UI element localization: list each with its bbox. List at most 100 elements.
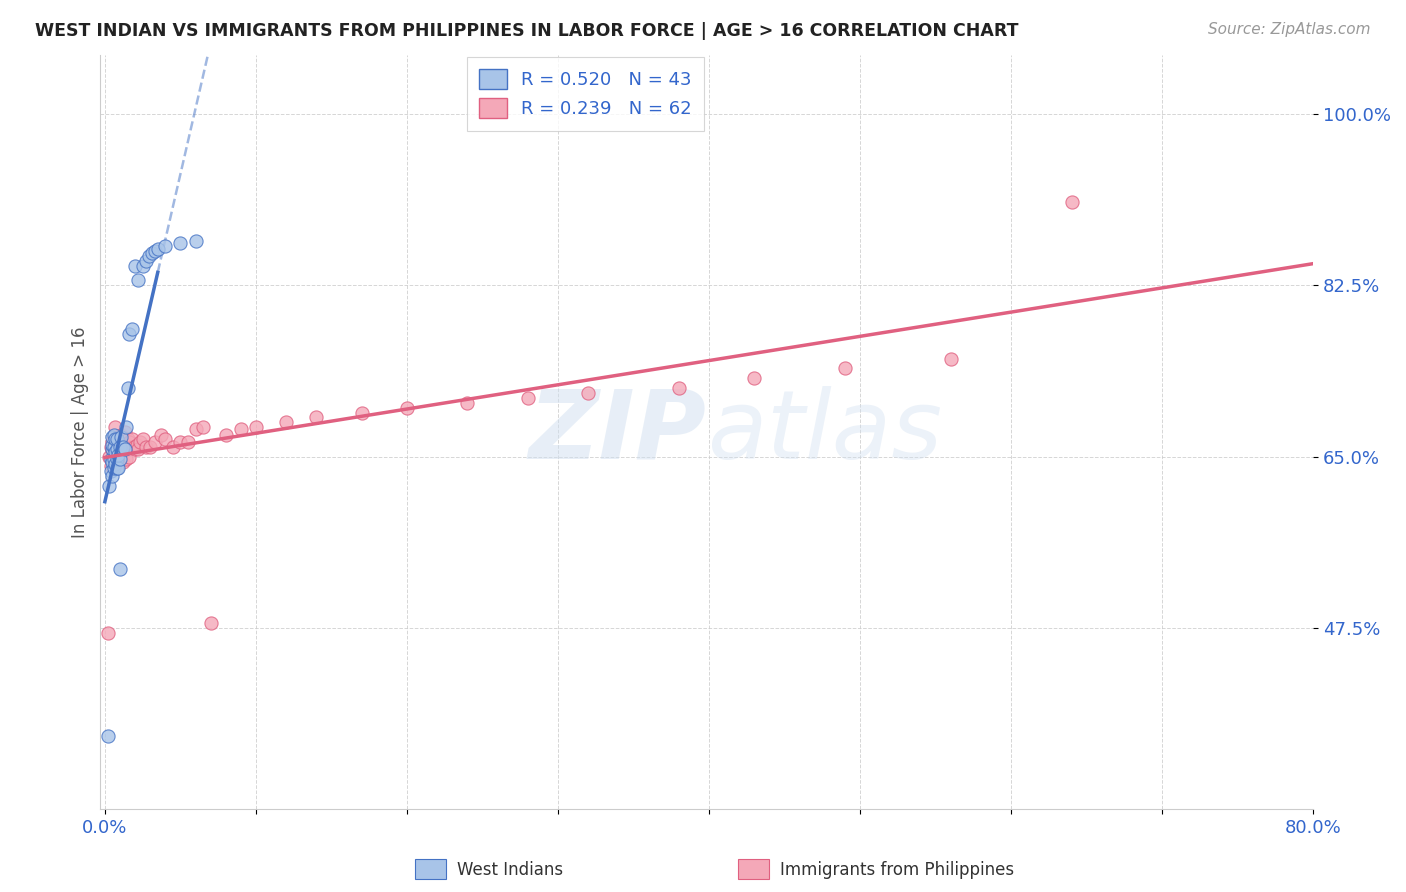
Point: [141, 246, 163, 260]
Point: [143, 434, 166, 449]
Point: [191, 420, 214, 434]
Point: [104, 420, 127, 434]
Point: [103, 428, 125, 442]
Point: [108, 432, 131, 446]
Point: [149, 428, 172, 442]
Point: [105, 432, 128, 446]
Point: [114, 425, 136, 439]
Point: [114, 434, 136, 449]
Text: WEST INDIAN VS IMMIGRANTS FROM PHILIPPINES IN LABOR FORCE | AGE > 16 CORRELATION: WEST INDIAN VS IMMIGRANTS FROM PHILIPPIN…: [35, 22, 1019, 40]
Point: [108, 444, 131, 458]
Point: [162, 440, 184, 454]
Point: [131, 432, 153, 446]
Point: [395, 401, 418, 415]
Point: [110, 428, 132, 442]
Point: [169, 434, 191, 449]
Point: [101, 434, 124, 449]
Point: [744, 371, 766, 385]
Point: [108, 451, 131, 466]
Y-axis label: In Labor Force | Age > 16: In Labor Force | Age > 16: [72, 326, 89, 538]
Point: [121, 322, 143, 336]
Point: [105, 430, 128, 444]
Text: Source: ZipAtlas.com: Source: ZipAtlas.com: [1208, 22, 1371, 37]
Point: [276, 415, 298, 429]
Point: [111, 440, 134, 454]
Point: [229, 422, 252, 436]
Point: [118, 327, 141, 342]
Point: [105, 461, 128, 475]
Point: [107, 461, 129, 475]
Point: [135, 253, 157, 268]
Point: [127, 442, 149, 456]
Point: [111, 440, 134, 454]
Point: [184, 234, 207, 248]
Point: [108, 562, 131, 576]
Point: [115, 420, 138, 434]
Point: [103, 442, 125, 456]
Point: [128, 434, 150, 449]
Point: [101, 442, 124, 456]
Point: [120, 440, 142, 454]
Point: [104, 458, 127, 472]
Point: [100, 464, 122, 478]
Point: [118, 450, 141, 464]
Point: [305, 410, 328, 425]
Point: [114, 442, 136, 456]
Point: [215, 428, 238, 442]
Point: [155, 432, 177, 446]
Point: [100, 451, 122, 466]
Point: [124, 259, 146, 273]
Point: [125, 438, 148, 452]
Point: [834, 361, 856, 376]
Point: [97, 729, 120, 743]
Point: [98, 479, 121, 493]
Point: [105, 442, 128, 456]
Point: [135, 440, 157, 454]
Point: [456, 396, 478, 410]
Point: [98, 450, 121, 464]
Point: [668, 381, 690, 395]
Point: [103, 461, 125, 475]
Point: [939, 351, 962, 366]
Point: [122, 440, 145, 454]
Text: atlas: atlas: [707, 385, 942, 479]
Point: [101, 438, 124, 452]
Text: Immigrants from Philippines: Immigrants from Philippines: [780, 861, 1015, 879]
Point: [107, 448, 129, 462]
Point: [103, 440, 125, 454]
Point: [1060, 194, 1083, 209]
Point: [101, 442, 124, 456]
Text: ZIP: ZIP: [529, 385, 707, 479]
Point: [115, 440, 138, 454]
Point: [245, 420, 267, 434]
Point: [101, 454, 124, 468]
Point: [139, 440, 162, 454]
Legend: R = 0.520   N = 43, R = 0.239   N = 62: R = 0.520 N = 43, R = 0.239 N = 62: [467, 56, 704, 131]
Point: [100, 459, 122, 474]
Point: [110, 430, 132, 444]
Point: [104, 444, 127, 458]
Point: [108, 440, 131, 454]
Point: [111, 454, 134, 468]
Point: [169, 236, 191, 251]
Point: [97, 626, 120, 640]
Point: [117, 432, 139, 446]
Point: [516, 391, 538, 405]
Point: [200, 616, 222, 631]
Point: [115, 451, 138, 466]
Point: [576, 386, 599, 401]
Point: [104, 432, 127, 446]
Point: [107, 451, 129, 466]
Point: [121, 432, 143, 446]
Point: [138, 249, 160, 263]
Point: [105, 444, 128, 458]
Point: [118, 434, 141, 449]
Point: [131, 259, 153, 273]
Point: [143, 244, 166, 258]
Point: [177, 434, 200, 449]
Point: [107, 440, 129, 454]
Point: [110, 440, 132, 454]
Point: [117, 442, 139, 456]
Point: [146, 242, 169, 256]
Point: [117, 381, 139, 395]
